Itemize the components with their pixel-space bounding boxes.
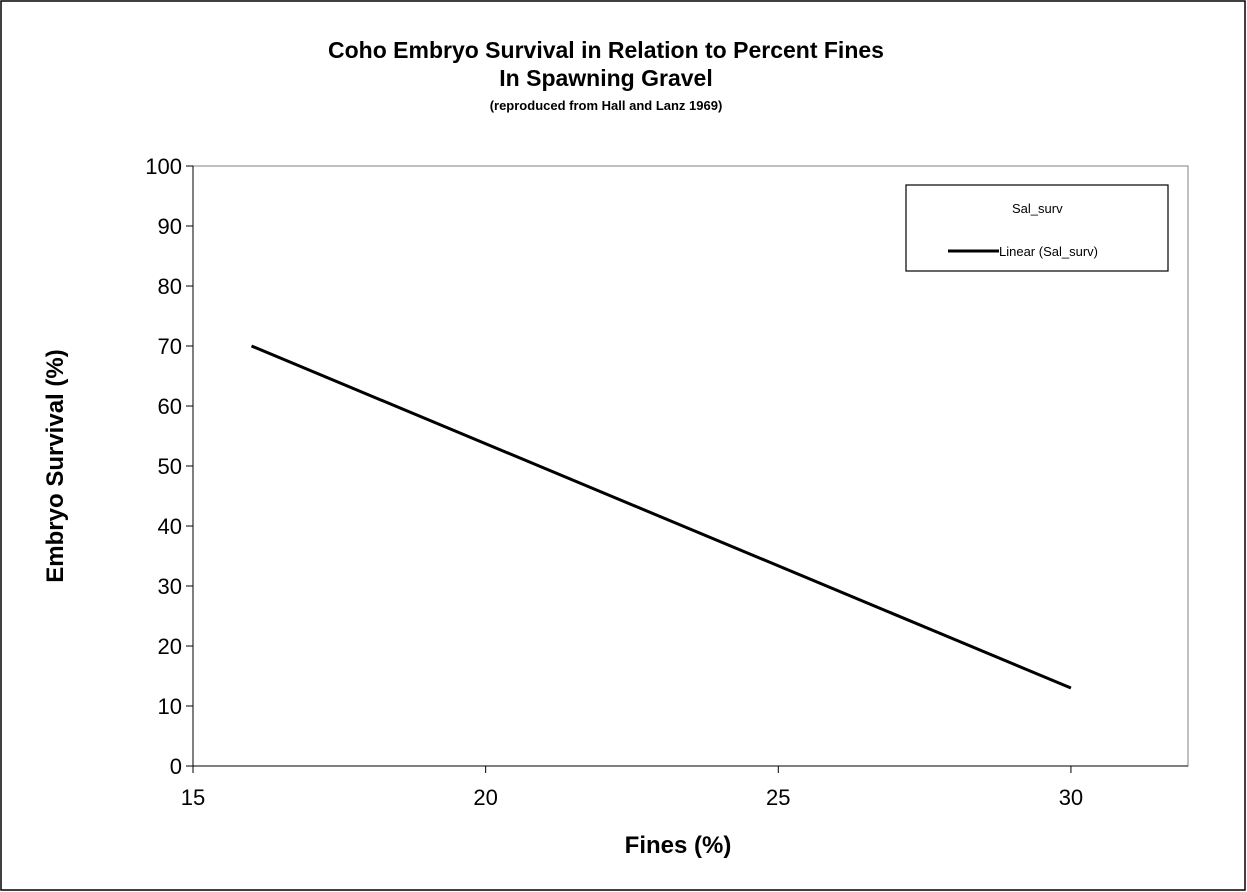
legend: Sal_surv Linear (Sal_surv) [905,184,1169,272]
legend-entry-sal-surv: Sal_surv [1012,201,1063,216]
series-line-linear-sal-surv [250,344,1072,690]
chart-subtitle: (reproduced from Hall and Lanz 1969) [490,98,723,113]
legend-box [905,184,1169,272]
legend-entry-linear-sal-surv: Linear (Sal_surv) [999,244,1098,259]
x-tick-label: 20 [473,785,497,810]
y-tick-label: 100 [145,154,182,179]
y-axis-ticks: 0 10 20 30 40 50 60 70 80 90 100 [145,154,193,779]
y-tick-label: 30 [158,574,182,599]
y-tick-label: 70 [158,334,182,359]
chart-title-line2: In Spawning Gravel [499,65,712,91]
y-tick-label: 60 [158,394,182,419]
x-tick-label: 30 [1059,785,1083,810]
y-tick-label: 10 [158,694,182,719]
y-tick-label: 0 [170,754,182,779]
y-axis-label: Embryo Survival (%) [42,349,69,582]
y-tick-label: 90 [158,214,182,239]
y-tick-label: 20 [158,634,182,659]
x-tick-label: 25 [766,785,790,810]
x-tick-label: 15 [181,785,205,810]
y-tick-label: 80 [158,274,182,299]
y-tick-label: 40 [158,514,182,539]
series-layer [250,344,1072,690]
x-axis-ticks: 15 20 25 30 [181,766,1083,810]
x-axis-label: Fines (%) [625,832,732,859]
y-tick-label: 50 [158,454,182,479]
chart-title-line1: Coho Embryo Survival in Relation to Perc… [328,37,884,63]
